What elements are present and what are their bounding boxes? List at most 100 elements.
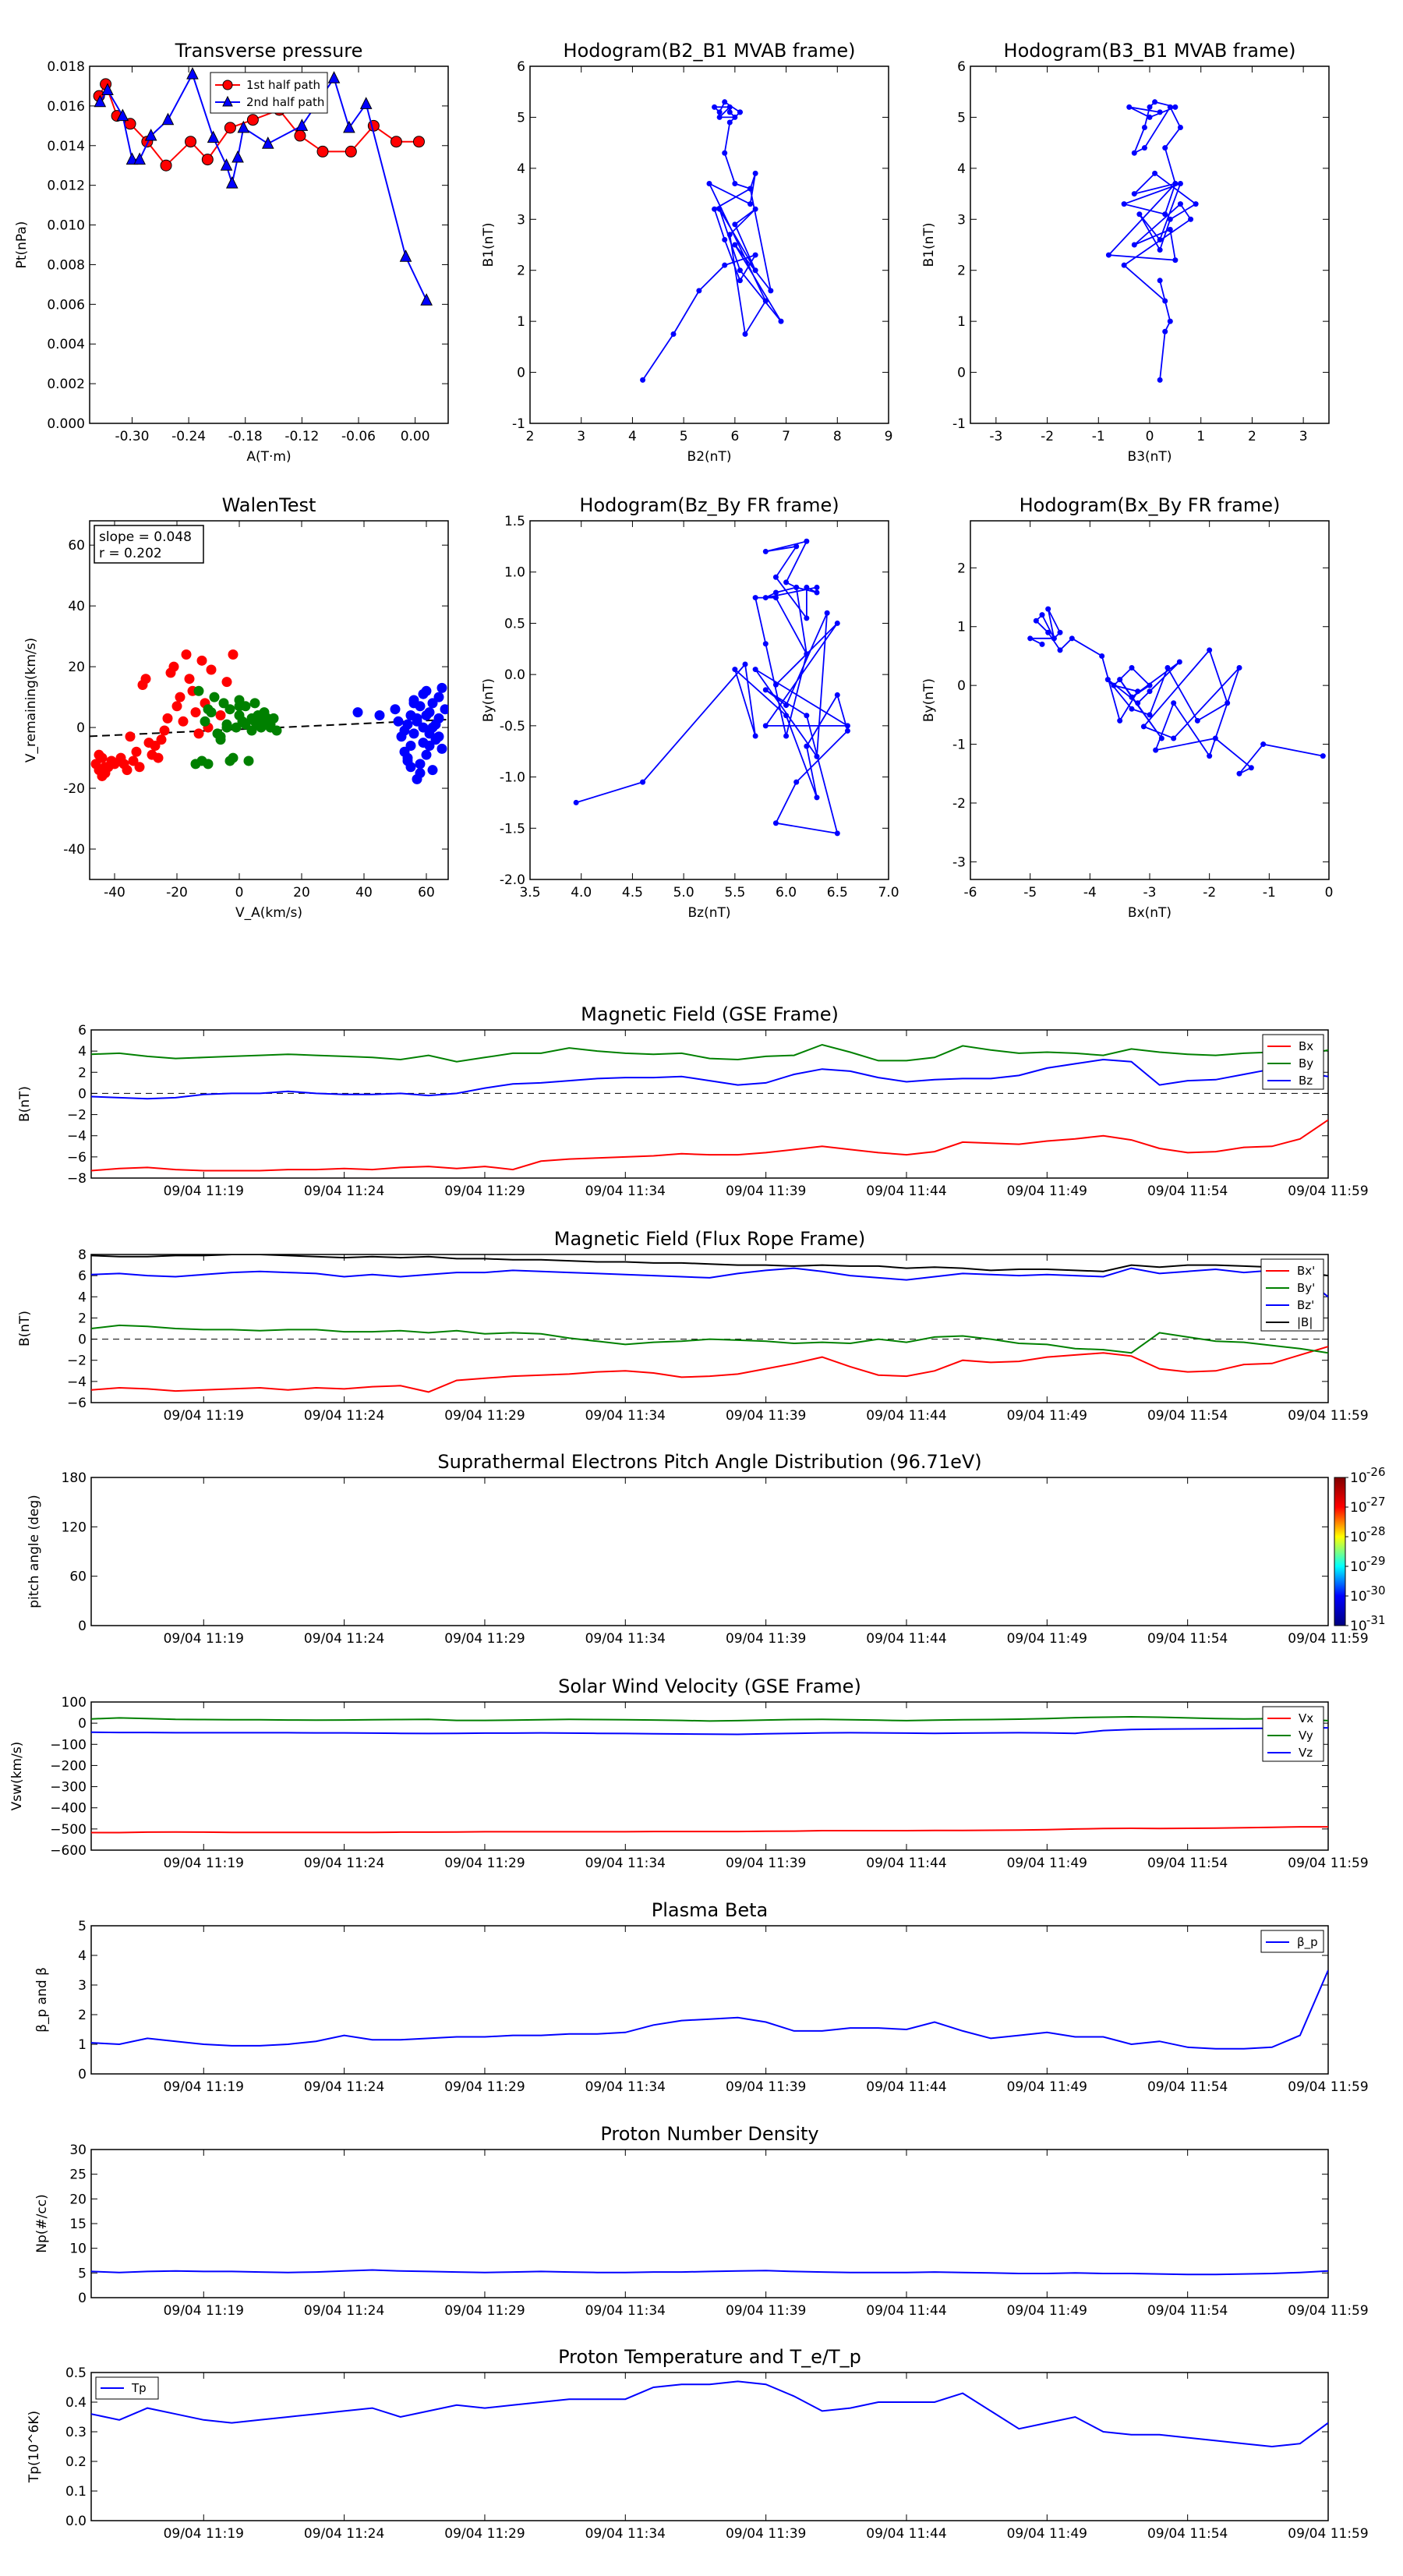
series-line <box>91 2380 1328 2448</box>
y-tick-label: 4 <box>517 161 525 177</box>
data-point <box>159 725 170 736</box>
y-tick-label: 4 <box>78 1290 87 1305</box>
data-point <box>732 667 738 673</box>
plot-frame <box>529 520 889 880</box>
pitch-angle-chart: Suprathermal Electrons Pitch Angle Distr… <box>27 1451 1386 1647</box>
y-tick-label: 3 <box>957 212 966 228</box>
data-point <box>1162 145 1168 151</box>
data-point <box>171 701 182 712</box>
y-tick-label: 6 <box>78 1023 87 1039</box>
y-tick-label: 0.0 <box>65 2514 87 2529</box>
x-tick-label: 09/04 11:29 <box>444 2526 525 2542</box>
x-tick-label: 09/04 11:29 <box>444 1408 525 1424</box>
x-tick-label: 09/04 11:24 <box>304 1856 384 1871</box>
chart-title: Proton Number Density <box>600 2123 818 2145</box>
x-axis-label: B3(nT) <box>1128 449 1172 465</box>
x-tick-label: 09/04 11:54 <box>1147 1856 1228 1871</box>
x-tick-label: 09/04 11:29 <box>444 2303 525 2319</box>
x-axis-label: A(T·m) <box>246 449 291 465</box>
data-point <box>1140 724 1147 730</box>
data-point <box>778 318 784 324</box>
series-line <box>1030 608 1323 775</box>
y-tick-label: 0.012 <box>47 179 85 194</box>
y-tick-label: 1 <box>957 314 966 330</box>
data-point <box>712 206 718 212</box>
y-tick-label: −4 <box>67 1375 87 1390</box>
data-point <box>1147 712 1153 718</box>
data-point <box>804 584 810 590</box>
data-point <box>144 128 157 141</box>
x-tick-label: -5 <box>1023 885 1037 901</box>
data-point <box>783 702 790 709</box>
data-point <box>234 701 245 712</box>
chart-title: Transverse pressure <box>175 40 363 62</box>
data-point <box>433 692 444 702</box>
x-tick-label: -6 <box>964 885 977 901</box>
data-point <box>440 704 448 715</box>
y-tick-label: 180 <box>62 1470 87 1486</box>
time-series-chart: Proton Number Density 09/04 11:19 09/04 11… <box>34 2123 1369 2319</box>
data-point <box>420 293 433 306</box>
x-tick-label: 2 <box>526 429 535 444</box>
data-point <box>374 709 385 720</box>
data-point <box>327 71 341 83</box>
data-point <box>186 67 199 80</box>
y-tick-label: 0 <box>78 1332 87 1348</box>
x-tick-label: 09/04 11:44 <box>866 2526 946 2542</box>
y-tick-label: 2 <box>517 264 525 279</box>
data-point <box>752 267 758 274</box>
data-point <box>762 298 769 304</box>
data-point <box>175 692 186 702</box>
data-point <box>193 685 204 696</box>
data-point <box>128 755 139 766</box>
legend-label: By <box>1299 1056 1313 1070</box>
chart-title: Suprathermal Electrons Pitch Angle Distr… <box>437 1451 981 1473</box>
x-tick-label: 09/04 11:49 <box>1007 1184 1087 1199</box>
data-point <box>732 221 738 228</box>
y-tick-label: 0 <box>957 366 966 381</box>
x-tick-label: 09/04 11:24 <box>304 1408 384 1424</box>
data-point <box>150 740 161 751</box>
time-series-chart: Solar Wind Velocity (GSE Frame) 09/04 11:… <box>9 1675 1369 1871</box>
y-tick-label: 0 <box>78 1619 87 1634</box>
data-point <box>221 722 232 733</box>
plot-frame <box>90 1701 1329 1851</box>
legend-marker <box>222 95 233 107</box>
data-point <box>1147 682 1153 688</box>
series-line <box>641 101 782 380</box>
x-tick-label: 09/04 11:24 <box>304 2526 384 2542</box>
x-tick-label: 09/04 11:24 <box>304 1184 384 1199</box>
data-point <box>405 762 416 773</box>
y-axis-label: Pt(nPa) <box>14 221 30 269</box>
data-point <box>804 743 810 749</box>
data-point <box>1162 328 1168 334</box>
data-point <box>1135 688 1141 695</box>
data-point <box>1171 700 1177 706</box>
x-axis-label: Bx(nT) <box>1128 905 1172 921</box>
data-point <box>1172 180 1179 186</box>
time-series-chart: Plasma Beta 09/04 11:19 09/04 11:24 09/04 1… <box>34 1899 1369 2095</box>
data-point <box>421 709 432 720</box>
data-point <box>732 242 738 248</box>
y-tick-label: -20 <box>63 781 85 797</box>
x-tick-label: 3 <box>1299 429 1308 444</box>
y-axis-label: Tp(10^6K) <box>27 2411 42 2483</box>
data-point <box>1051 635 1057 642</box>
data-point <box>249 698 260 709</box>
data-point <box>793 779 800 785</box>
data-point <box>185 136 197 148</box>
data-point <box>131 746 142 757</box>
y-tick-label: -2 <box>952 796 966 812</box>
data-point <box>1121 262 1127 268</box>
y-tick-label: -1.0 <box>500 770 525 786</box>
x-tick-label: 09/04 11:34 <box>585 2079 666 2095</box>
time-series-chart: Magnetic Field (Flux Rope Frame) 09/04 11… <box>17 1228 1369 1424</box>
x-tick-label: -3 <box>1143 885 1157 901</box>
series-line <box>91 1058 1328 1100</box>
data-point <box>345 145 357 157</box>
y-tick-label: 2 <box>78 1311 87 1326</box>
y-tick-label: 0.016 <box>47 99 85 115</box>
data-point <box>737 278 743 284</box>
data-point <box>1057 647 1063 653</box>
legend-label: Bx' <box>1297 1264 1315 1278</box>
